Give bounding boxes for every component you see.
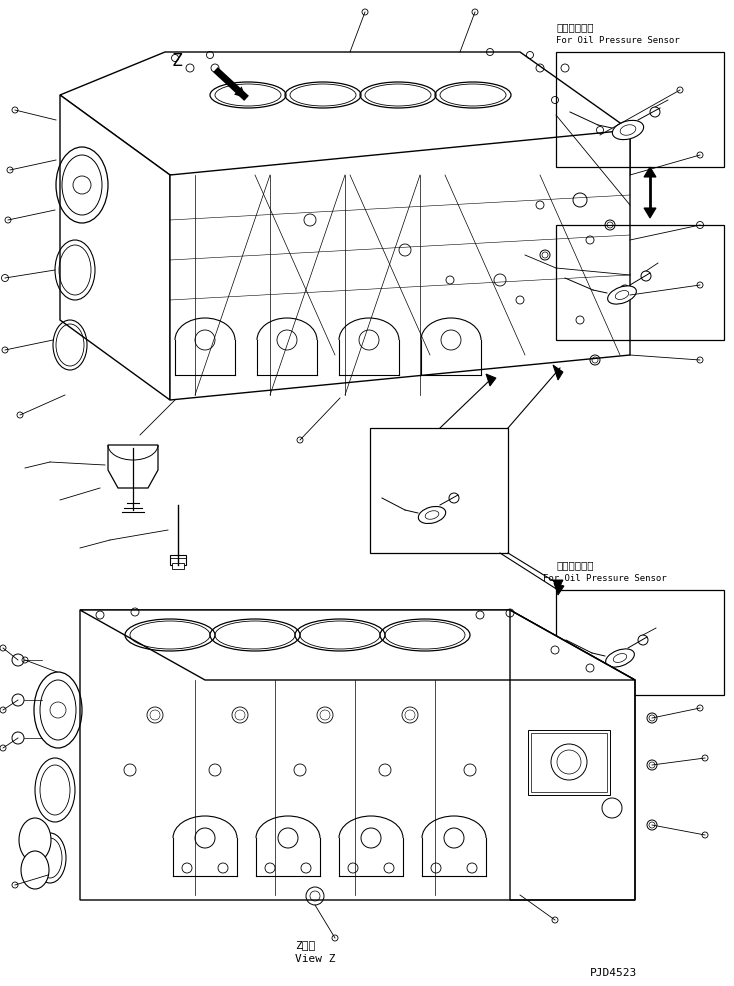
- Ellipse shape: [19, 818, 51, 862]
- Polygon shape: [60, 95, 170, 400]
- Polygon shape: [486, 374, 496, 386]
- Ellipse shape: [418, 507, 446, 524]
- Bar: [556, 225, 724, 340]
- Bar: [556, 590, 724, 695]
- Polygon shape: [644, 208, 656, 218]
- Text: Z　視: Z 視: [295, 940, 315, 950]
- Text: 油圧センサ用: 油圧センサ用: [556, 22, 594, 32]
- Circle shape: [650, 107, 660, 117]
- Bar: [370, 428, 508, 553]
- Bar: [172, 563, 184, 569]
- Text: For Oil Pressure Sensor: For Oil Pressure Sensor: [556, 36, 680, 45]
- Polygon shape: [553, 580, 563, 590]
- Ellipse shape: [21, 851, 49, 889]
- Text: For Oil Pressure Sensor: For Oil Pressure Sensor: [543, 574, 666, 583]
- Text: PJD4523: PJD4523: [590, 968, 637, 978]
- Polygon shape: [80, 610, 635, 680]
- Circle shape: [638, 635, 648, 645]
- Text: View Z: View Z: [295, 954, 335, 964]
- Bar: [531, 733, 607, 792]
- Ellipse shape: [606, 649, 634, 668]
- Text: 油圧センサ用: 油圧センサ用: [556, 560, 594, 570]
- Bar: [170, 555, 186, 565]
- Polygon shape: [60, 52, 630, 175]
- Circle shape: [449, 493, 459, 503]
- Polygon shape: [80, 610, 635, 900]
- Polygon shape: [170, 130, 630, 400]
- Bar: [528, 730, 610, 795]
- Bar: [556, 52, 724, 167]
- Polygon shape: [108, 445, 158, 488]
- Ellipse shape: [612, 120, 644, 140]
- Polygon shape: [554, 583, 564, 595]
- Ellipse shape: [608, 286, 636, 304]
- Polygon shape: [553, 365, 563, 380]
- Text: Z: Z: [172, 52, 183, 70]
- Polygon shape: [644, 167, 656, 177]
- Circle shape: [641, 271, 651, 281]
